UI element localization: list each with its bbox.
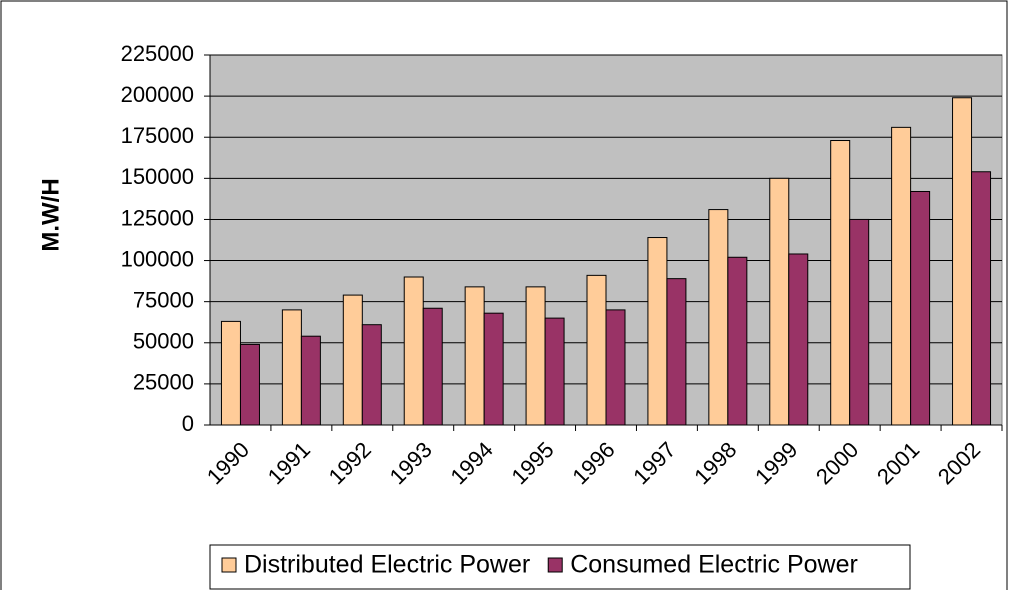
bar xyxy=(483,312,504,426)
bar xyxy=(464,286,485,426)
bar xyxy=(239,343,260,426)
bar xyxy=(708,209,729,426)
bar xyxy=(971,171,992,426)
y-tick-label: 225000 xyxy=(121,41,194,66)
bar xyxy=(342,294,363,426)
bar xyxy=(666,278,687,426)
y-axis-label: M.W/H xyxy=(37,178,64,251)
bar xyxy=(605,309,626,426)
bar xyxy=(422,307,443,426)
legend-swatch xyxy=(547,557,563,573)
bar xyxy=(830,140,851,426)
y-tick-label: 125000 xyxy=(121,205,194,230)
legend-swatch xyxy=(221,557,237,573)
bar xyxy=(891,126,912,426)
bar xyxy=(849,218,870,426)
y-tick-label: 150000 xyxy=(121,164,194,189)
bar xyxy=(769,177,790,426)
y-tick-label: 25000 xyxy=(133,370,194,395)
bar xyxy=(220,320,241,426)
y-tick-label: 175000 xyxy=(121,123,194,148)
bar xyxy=(586,274,607,426)
legend-label: Distributed Electric Power xyxy=(244,551,530,579)
bar xyxy=(952,97,973,426)
bar xyxy=(300,335,321,426)
bar xyxy=(281,309,302,426)
y-tick-label: 100000 xyxy=(121,246,194,271)
bar xyxy=(647,237,668,426)
bar xyxy=(910,190,931,426)
bar xyxy=(403,276,424,426)
bar xyxy=(361,324,382,426)
y-tick-label: 0 xyxy=(182,411,194,436)
y-tick-label: 200000 xyxy=(121,82,194,107)
legend: Distributed Electric Power Consumed Elect… xyxy=(209,544,911,590)
bar xyxy=(788,253,809,426)
y-tick-label: 50000 xyxy=(133,329,194,354)
y-tick-label: 75000 xyxy=(133,287,194,312)
bar xyxy=(544,317,565,426)
legend-label: Consumed Electric Power xyxy=(570,551,858,579)
bar xyxy=(727,256,748,426)
bar xyxy=(525,286,546,426)
